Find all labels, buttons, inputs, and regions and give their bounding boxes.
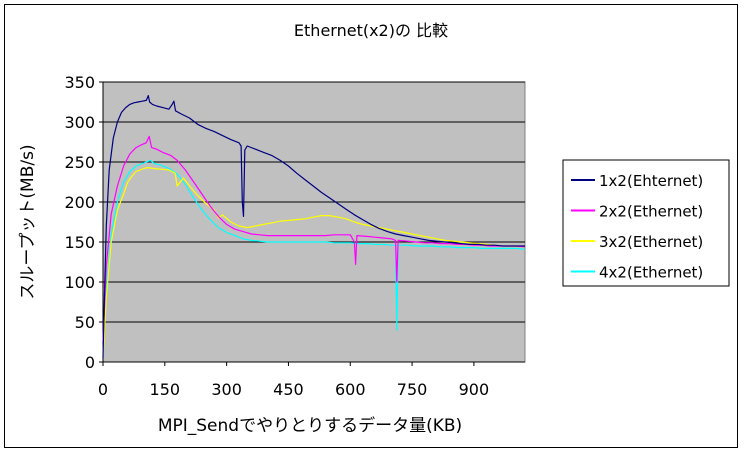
legend: 1x2(Ehternet) 2x2(Ethernet) 3x2(Ethernet) 4… — [562, 159, 730, 287]
y-tick-label: 100 — [64, 273, 95, 292]
series-line-4 — [102, 159, 525, 355]
y-tick-label: 350 — [64, 73, 95, 92]
x-tick-label: 150 — [150, 380, 181, 399]
legend-label-2: 2x2(Ethernet) — [599, 203, 703, 221]
x-tick-label: 600 — [335, 380, 366, 399]
x-tick-label: 900 — [459, 380, 490, 399]
y-tick-label: 250 — [64, 153, 95, 172]
y-tick-label: 150 — [64, 233, 95, 252]
y-tick-label: 0 — [85, 353, 95, 372]
chart-title: Ethernet(x2)の 比較 — [294, 21, 448, 40]
chart-frame: Ethernet(x2)の 比較 0 50 100 150 200 250 300 350 0 1… — [4, 4, 738, 448]
x-tick-label: 300 — [211, 380, 242, 399]
x-axis-label: MPI_Sendでやりとりするデータ量(KB) — [158, 415, 462, 436]
plot-background — [102, 81, 526, 363]
series-line-2 — [102, 135, 526, 343]
x-tick-label: 450 — [273, 380, 304, 399]
x-tick-label: 750 — [397, 380, 428, 399]
series-line-3 — [102, 167, 526, 359]
legend-label-4: 4x2(Ethernet) — [599, 264, 703, 282]
chart-svg: Ethernet(x2)の 比較 0 50 100 150 200 250 300 350 0 1… — [18, 21, 730, 436]
plot-area: 0 50 100 150 200 250 300 350 0 150 300 450 600 750 900 — [64, 73, 526, 399]
x-tick-label: 0 — [98, 380, 108, 399]
y-tick-label: 200 — [64, 193, 95, 212]
y-tick-label: 300 — [64, 113, 95, 132]
y-tick-label: 50 — [75, 313, 95, 332]
series-line-1 — [102, 95, 525, 359]
legend-label-1: 1x2(Ehternet) — [599, 172, 703, 190]
y-axis-label: スループット(MB/s) — [18, 144, 38, 299]
legend-label-3: 3x2(Ethernet) — [599, 233, 703, 251]
